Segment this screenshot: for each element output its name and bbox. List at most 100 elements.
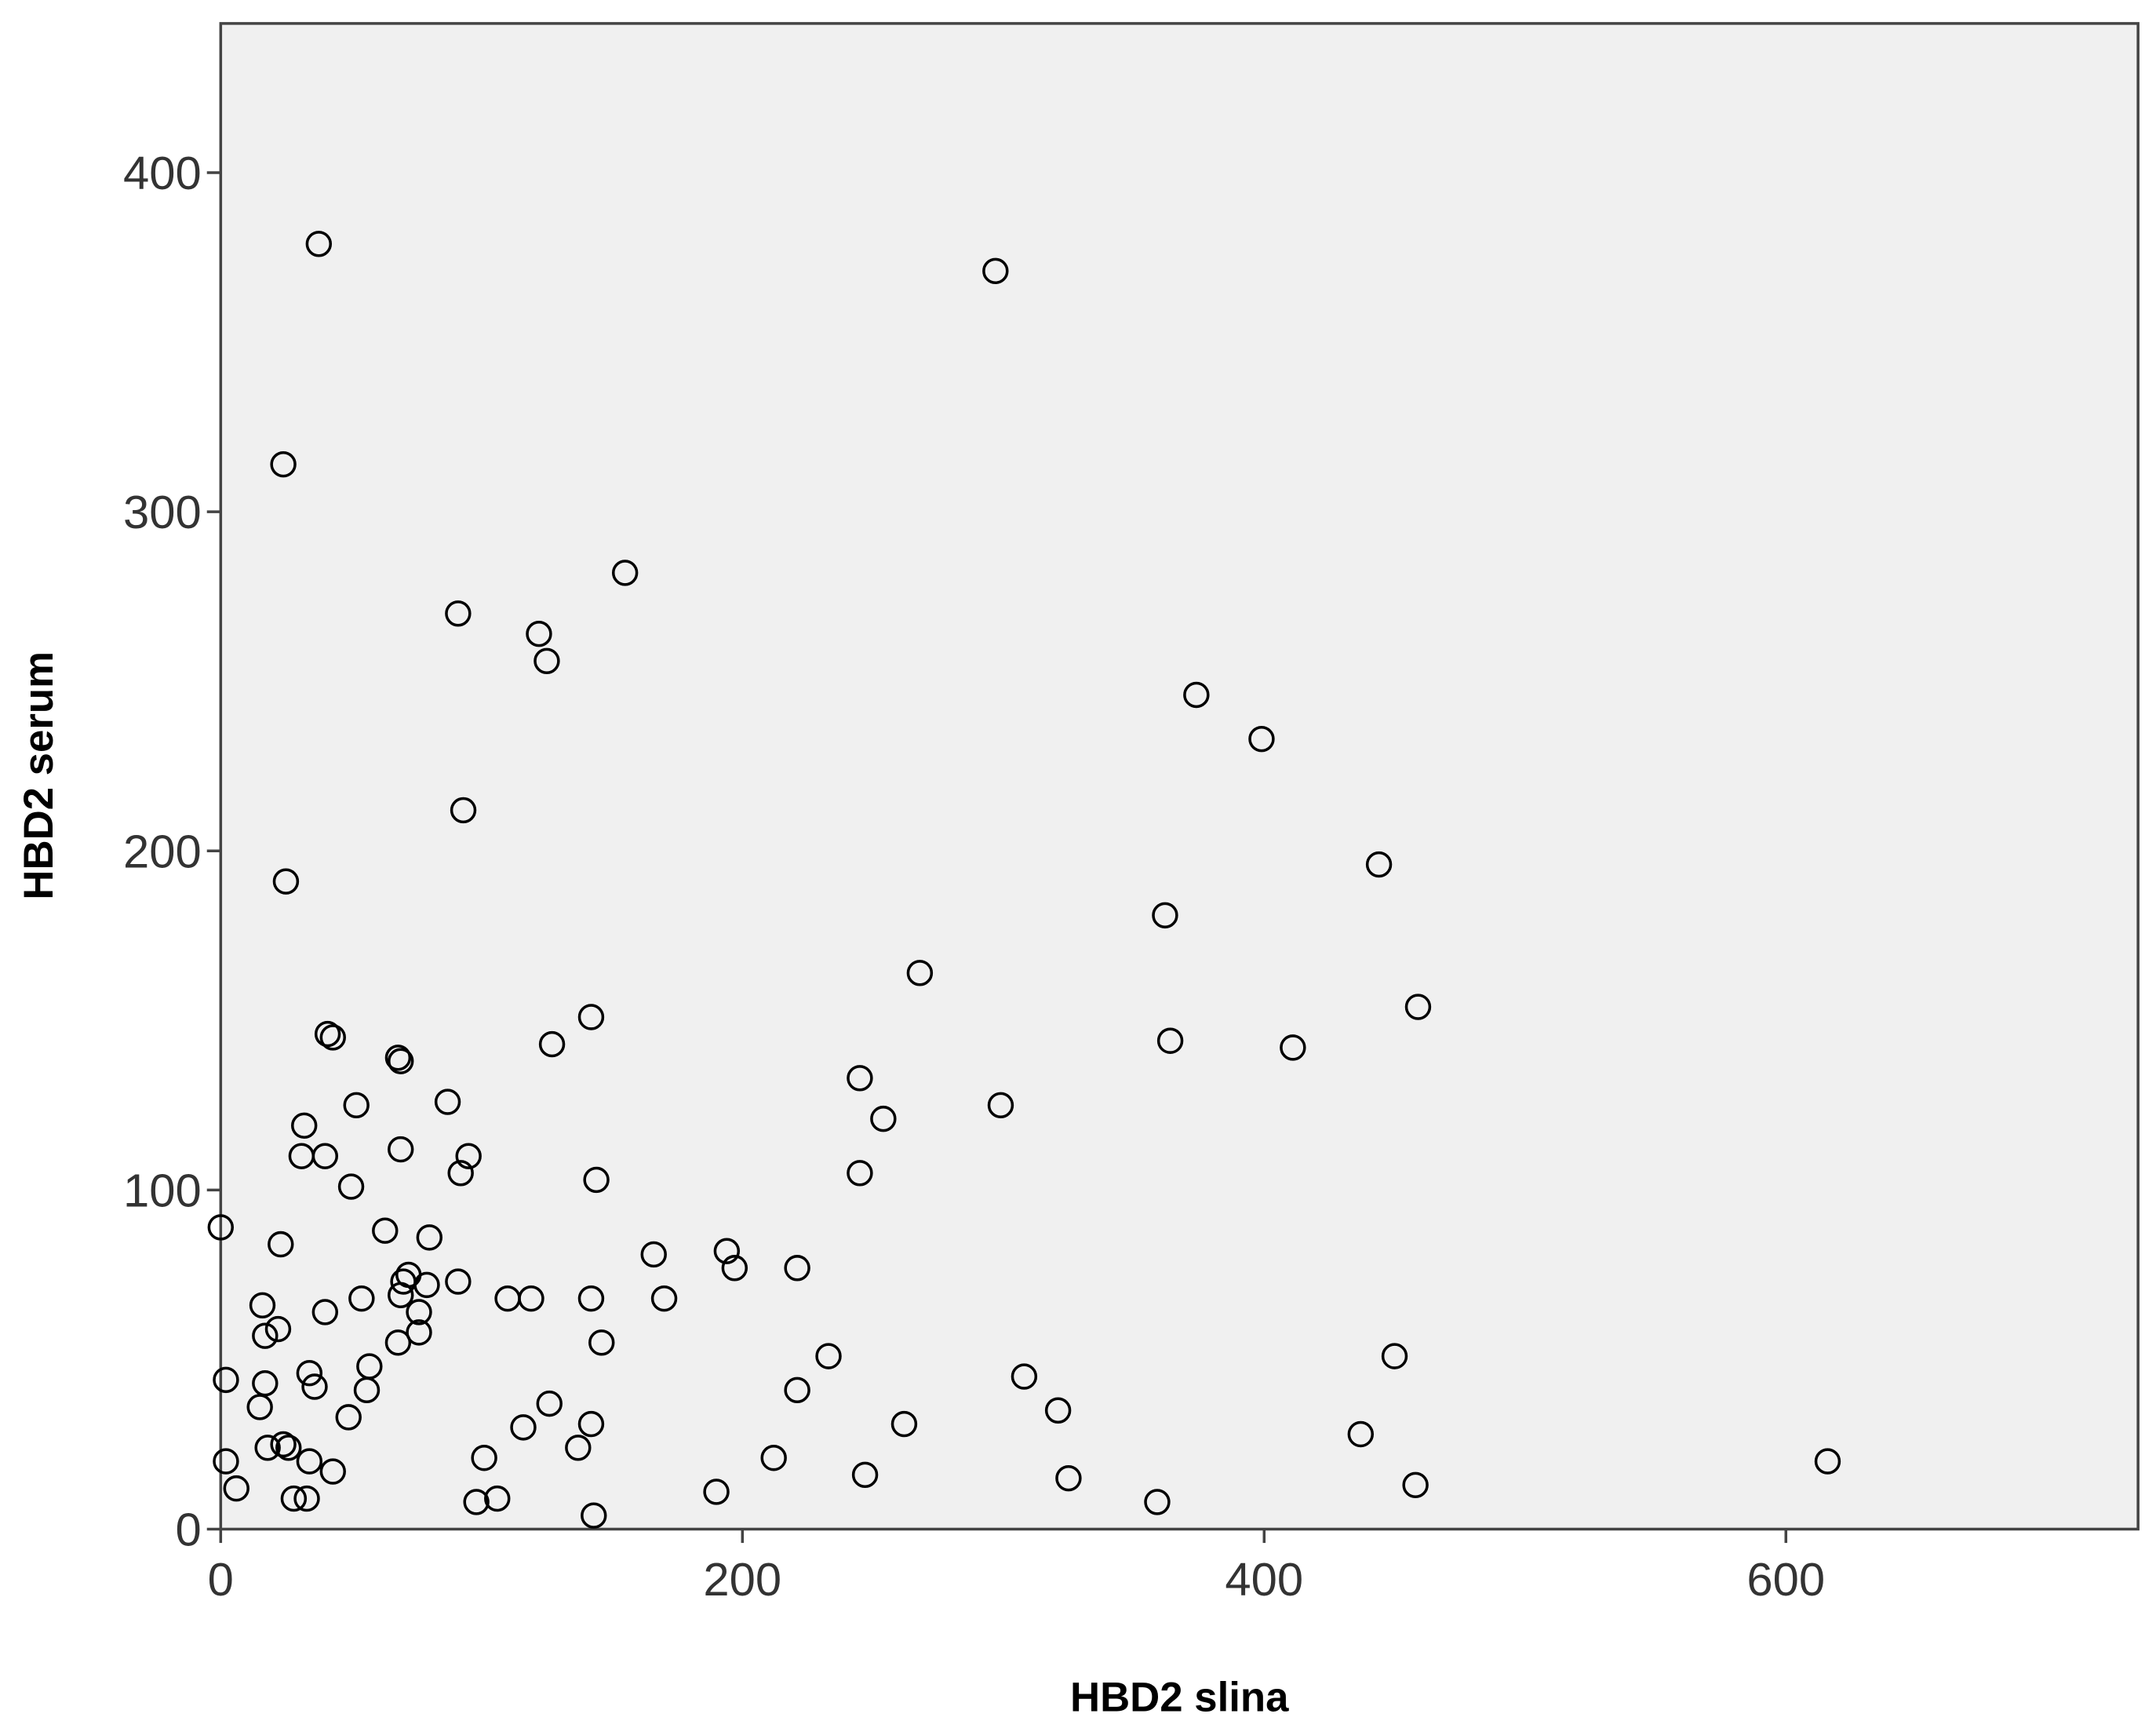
point [1404, 994, 1432, 1020]
point [213, 1366, 239, 1394]
point [760, 1445, 787, 1471]
point [538, 1030, 566, 1058]
point [1381, 1343, 1408, 1369]
point [1152, 902, 1178, 929]
point [1280, 1034, 1306, 1061]
point [890, 1410, 918, 1438]
point [246, 1394, 273, 1420]
point [301, 1373, 328, 1400]
point [450, 797, 477, 824]
point [264, 1315, 292, 1343]
point [445, 1268, 472, 1295]
point [577, 1004, 605, 1030]
point [455, 1143, 482, 1169]
point [1402, 1471, 1429, 1499]
point [314, 1020, 341, 1048]
point [510, 1414, 537, 1441]
point [319, 1458, 346, 1485]
point [311, 1143, 339, 1169]
point [268, 1231, 294, 1258]
point [406, 1299, 432, 1325]
point [1347, 1420, 1375, 1448]
point [213, 1448, 239, 1475]
point [471, 1445, 497, 1471]
point [721, 1255, 748, 1282]
point [847, 1160, 873, 1187]
point [784, 1376, 810, 1404]
x-tick-label: 0 [208, 1553, 234, 1606]
point [384, 1045, 412, 1071]
point [372, 1217, 399, 1244]
point [348, 1285, 375, 1312]
point [388, 1282, 414, 1309]
point [445, 600, 472, 627]
point [847, 1065, 873, 1092]
point [870, 1105, 897, 1132]
point [384, 1329, 412, 1356]
point [249, 1292, 276, 1319]
point [987, 1092, 1014, 1119]
point [272, 868, 300, 895]
point [434, 1088, 461, 1115]
point [296, 1360, 323, 1387]
point [583, 1166, 610, 1194]
point [311, 1299, 339, 1325]
point [650, 1285, 678, 1312]
point [291, 1112, 318, 1139]
point [270, 1431, 297, 1458]
point [784, 1255, 810, 1282]
point [536, 1390, 563, 1417]
point [254, 1435, 281, 1461]
point [577, 1410, 605, 1438]
point [526, 620, 552, 647]
point [815, 1343, 842, 1369]
point [640, 1241, 667, 1268]
point [1183, 681, 1210, 709]
point [577, 1285, 605, 1312]
point [1044, 1397, 1072, 1424]
point [534, 647, 560, 674]
point [1156, 1027, 1184, 1054]
point [305, 231, 333, 257]
point [588, 1329, 615, 1356]
point [713, 1238, 741, 1264]
point [416, 1224, 443, 1251]
x-tick-label: 200 [703, 1553, 781, 1606]
point [851, 1461, 879, 1489]
point [388, 1136, 414, 1163]
point [1011, 1363, 1038, 1390]
y-tick-label: 300 [123, 486, 202, 538]
point [293, 1485, 320, 1512]
x-tick-label: 600 [1746, 1553, 1825, 1606]
y-tick-label: 200 [123, 825, 202, 877]
point [518, 1285, 544, 1312]
point [388, 1048, 414, 1074]
point [484, 1485, 511, 1512]
point [337, 1173, 365, 1200]
point [1365, 851, 1393, 878]
point [447, 1160, 474, 1187]
point [906, 960, 934, 986]
point [280, 1485, 308, 1512]
point [319, 1024, 346, 1051]
point [353, 1376, 381, 1404]
point [982, 257, 1009, 285]
point [1055, 1464, 1082, 1492]
x-axis-title: HBD2 slina [1070, 1675, 1289, 1721]
point [611, 560, 639, 586]
point [207, 1214, 235, 1241]
point [296, 1448, 323, 1475]
point [335, 1404, 362, 1431]
y-tick-label: 0 [175, 1504, 201, 1556]
point [270, 450, 297, 478]
y-tick-label: 400 [123, 147, 202, 199]
point [463, 1489, 490, 1515]
point [1248, 725, 1275, 753]
point [1144, 1489, 1171, 1515]
point [275, 1435, 302, 1461]
plot-area [219, 22, 2140, 1531]
point [581, 1502, 607, 1529]
point [703, 1479, 730, 1505]
